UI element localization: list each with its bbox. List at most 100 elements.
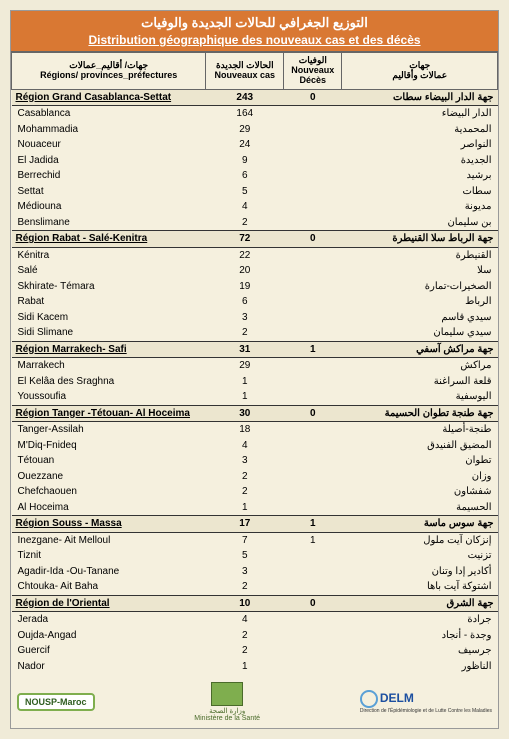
province-cases: 2	[206, 628, 284, 644]
region-cases: 31	[206, 341, 284, 358]
province-name-fr: Sidi Slimane	[12, 325, 206, 341]
province-name-ar: مديونة	[342, 199, 498, 215]
province-cases: 1	[206, 659, 284, 675]
province-deaths	[284, 484, 342, 500]
province-deaths	[284, 325, 342, 341]
province-row: Kénitra22القنيطرة	[12, 247, 498, 263]
province-cases: 1	[206, 374, 284, 390]
province-row: Tétouan3 تطوان	[12, 453, 498, 469]
province-deaths	[284, 263, 342, 279]
province-cases: 164	[206, 106, 284, 122]
province-cases: 29	[206, 358, 284, 374]
province-cases: 19	[206, 279, 284, 295]
province-deaths	[284, 310, 342, 326]
province-name-ar: بن سليمان	[342, 215, 498, 231]
province-name-ar: الدار البيضاء	[342, 106, 498, 122]
province-name-fr: Mohammadia	[12, 122, 206, 138]
region-deaths: 0	[284, 89, 342, 106]
province-deaths	[284, 438, 342, 454]
title-banner: التوزيع الجغرافي للحالات الجديدة والوفيا…	[11, 11, 498, 52]
province-cases: 7	[206, 532, 284, 548]
province-deaths	[284, 579, 342, 595]
province-deaths	[284, 137, 342, 153]
province-cases: 3	[206, 564, 284, 580]
province-name-fr: Berrechid	[12, 168, 206, 184]
province-name-ar: سطات	[342, 184, 498, 200]
province-name-fr: El Kelâa des Sraghna	[12, 374, 206, 390]
province-deaths	[284, 469, 342, 485]
title-french: Distribution géographique des nouveaux c…	[13, 33, 496, 47]
province-deaths: 1	[284, 532, 342, 548]
region-row: Région de l'Oriental100جهة الشرق	[12, 595, 498, 612]
province-name-ar: جرسيف	[342, 643, 498, 659]
province-name-fr: Oujda-Angad	[12, 628, 206, 644]
province-cases: 3	[206, 453, 284, 469]
province-name-fr: Kénitra	[12, 247, 206, 263]
province-row: Al Hoceima1الحسيمة	[12, 500, 498, 516]
province-name-fr: Salé	[12, 263, 206, 279]
province-deaths	[284, 358, 342, 374]
province-name-ar: إنزكان آيت ملول	[342, 532, 498, 548]
province-cases: 3	[206, 310, 284, 326]
province-row: El Kelâa des Sraghna1 قلعة السراغنة	[12, 374, 498, 390]
province-name-fr: Jerada	[12, 612, 206, 628]
province-name-fr: Ouezzane	[12, 469, 206, 485]
province-row: Sidi Kacem3سيدي قاسم	[12, 310, 498, 326]
province-name-ar: الصخيرات-تمارة	[342, 279, 498, 295]
province-deaths	[284, 168, 342, 184]
ministry-icon	[211, 682, 243, 706]
province-cases: 29	[206, 122, 284, 138]
province-name-ar: اشتوكة آيت باها	[342, 579, 498, 595]
province-name-fr: Sidi Kacem	[12, 310, 206, 326]
province-deaths	[284, 374, 342, 390]
province-name-fr: Guercif	[12, 643, 206, 659]
region-row: Région Souss - Massa171جهة سوس ماسة	[12, 516, 498, 533]
province-name-ar: الحسيمة	[342, 500, 498, 516]
region-name-ar: جهة طنجة تطوان الحسيمة	[342, 405, 498, 422]
region-row: Région Rabat - Salé-Kenitra720جهة الرباط…	[12, 231, 498, 248]
province-deaths	[284, 106, 342, 122]
province-name-fr: Settat	[12, 184, 206, 200]
province-name-fr: Casablanca	[12, 106, 206, 122]
region-deaths: 0	[284, 595, 342, 612]
province-name-ar: وجدة - أنجاد	[342, 628, 498, 644]
province-name-ar: النواصر	[342, 137, 498, 153]
province-name-fr: M'Diq-Fnideq	[12, 438, 206, 454]
province-name-fr: Inezgane- Ait Melloul	[12, 532, 206, 548]
province-deaths	[284, 564, 342, 580]
province-name-fr: Nador	[12, 659, 206, 675]
province-row: Berrechid6برشيد	[12, 168, 498, 184]
province-name-ar: تطوان	[342, 453, 498, 469]
province-name-ar: سلا	[342, 263, 498, 279]
province-row: Tanger-Assilah18طنجة-أصيلة	[12, 422, 498, 438]
province-name-fr: Youssoufia	[12, 389, 206, 405]
province-name-fr: Rabat	[12, 294, 206, 310]
province-deaths	[284, 247, 342, 263]
province-name-ar: أكادير إدا وتنان	[342, 564, 498, 580]
province-row: Guercif2جرسيف	[12, 643, 498, 659]
province-deaths	[284, 389, 342, 405]
region-row: Région Grand Casablanca-Settat2430جهة ال…	[12, 89, 498, 106]
province-row: Mohammadia29المحمدية	[12, 122, 498, 138]
province-row: El Jadida9الجديدة	[12, 153, 498, 169]
province-name-ar: سيدي سليمان	[342, 325, 498, 341]
province-row: M'Diq-Fnideq4المضيق الفنيدق	[12, 438, 498, 454]
province-name-ar: قلعة السراغنة	[342, 374, 498, 390]
province-row: Marrakech29مراكش	[12, 358, 498, 374]
province-cases: 20	[206, 263, 284, 279]
province-name-fr: Skhirate- Témara	[12, 279, 206, 295]
province-name-ar: القنيطرة	[342, 247, 498, 263]
title-arabic: التوزيع الجغرافي للحالات الجديدة والوفيا…	[13, 15, 496, 31]
province-row: Inezgane- Ait Melloul71إنزكان آيت ملول	[12, 532, 498, 548]
province-row: Agadir-Ida -Ou-Tanane3أكادير إدا وتنان	[12, 564, 498, 580]
province-cases: 18	[206, 422, 284, 438]
province-name-ar: الجديدة	[342, 153, 498, 169]
province-name-ar: الناظور	[342, 659, 498, 675]
region-cases: 72	[206, 231, 284, 248]
region-deaths: 0	[284, 405, 342, 422]
province-cases: 2	[206, 484, 284, 500]
province-name-fr: Tétouan	[12, 453, 206, 469]
province-row: Médiouna4مديونة	[12, 199, 498, 215]
province-name-fr: El Jadida	[12, 153, 206, 169]
distribution-table: جهات/ أقاليم_عمالات Régions/ provinces_p…	[11, 52, 498, 674]
